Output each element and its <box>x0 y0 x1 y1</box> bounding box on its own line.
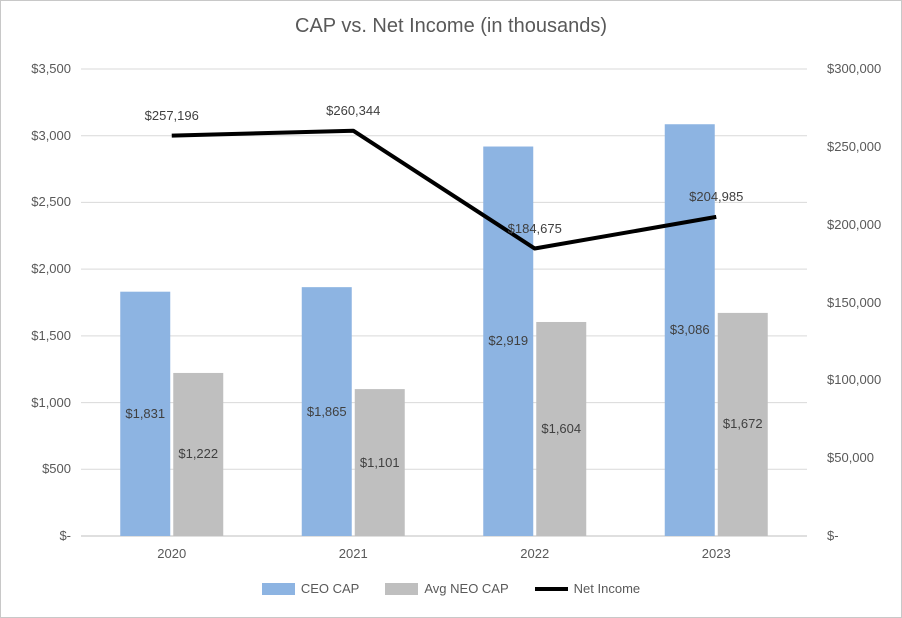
net-income-line <box>171 128 717 251</box>
bar-label-ceo-cap-2020: $1,831 <box>125 405 166 421</box>
bar-label-avg-neo-cap-2021: $1,101 <box>359 454 400 470</box>
line-label-net-income-2021: $260,344 <box>326 102 381 118</box>
bar-avg-neo-cap-2021 <box>354 389 405 536</box>
legend: CEO CAP Avg NEO CAP Net Income <box>1 581 901 596</box>
x-axis-label-2023: 2023 <box>701 546 731 561</box>
bar-label-ceo-cap-2023: $3,086 <box>669 322 710 338</box>
legend-swatch-avg-neo-cap <box>385 582 419 595</box>
bar-avg-neo-cap-2022 <box>536 321 587 536</box>
x-axis-label-2022: 2022 <box>520 546 550 561</box>
bar-ceo-cap-2020 <box>120 291 171 536</box>
right-axis-tick: $250,000 <box>827 138 882 154</box>
bar-ceo-cap-2023 <box>664 124 715 536</box>
bar-label-avg-neo-cap-2022: $1,604 <box>541 420 582 436</box>
legend-item-net-income: Net Income <box>534 581 641 596</box>
left-axis-tick: $3,500 <box>31 61 71 76</box>
legend-label-avg-neo-cap: Avg NEO CAP <box>424 581 509 596</box>
legend-swatch-ceo-cap <box>261 582 295 595</box>
bar-label-avg-neo-cap-2023: $1,672 <box>722 416 763 432</box>
bar-ceo-cap-2022 <box>483 146 534 536</box>
bar-label-avg-neo-cap-2020: $1,222 <box>178 446 219 462</box>
bar-avg-neo-cap-2020 <box>173 372 224 536</box>
right-axis-tick: $- <box>827 528 839 543</box>
left-axis-tick: $- <box>59 528 71 543</box>
bar-avg-neo-cap-2023 <box>717 312 768 536</box>
left-axis-tick: $2,500 <box>31 194 71 210</box>
bar-ceo-cap-2021 <box>301 287 352 536</box>
right-axis-tick: $300,000 <box>827 61 882 76</box>
line-label-net-income-2022: $184,675 <box>507 220 562 236</box>
bar-label-ceo-cap-2021: $1,865 <box>306 403 347 419</box>
right-axis-tick: $100,000 <box>827 372 882 388</box>
line-label-net-income-2023: $204,985 <box>689 188 744 204</box>
legend-label-ceo-cap: CEO CAP <box>300 581 360 596</box>
legend-item-ceo-cap: CEO CAP <box>261 581 360 596</box>
left-axis-tick: $3,000 <box>31 127 71 143</box>
legend-item-avg-neo-cap: Avg NEO CAP <box>385 581 509 596</box>
chart-title: CAP vs. Net Income (in thousands) <box>295 15 607 37</box>
x-axis-label-2021: 2021 <box>338 546 368 561</box>
bar-label-ceo-cap-2022: $2,919 <box>488 333 529 349</box>
left-axis-tick: $1,500 <box>31 327 71 343</box>
legend-label-net-income: Net Income <box>573 581 641 596</box>
right-axis-tick: $150,000 <box>827 294 882 310</box>
line-label-net-income-2020: $257,196 <box>144 107 199 123</box>
right-axis-tick: $50,000 <box>827 450 874 466</box>
left-axis-tick: $500 <box>42 461 71 477</box>
left-axis-tick: $1,000 <box>31 394 71 410</box>
left-axis-tick: $2,000 <box>31 261 71 277</box>
x-axis-label-2020: 2020 <box>157 546 187 561</box>
legend-swatch-net-income <box>534 586 568 591</box>
right-axis-tick: $200,000 <box>827 216 882 232</box>
